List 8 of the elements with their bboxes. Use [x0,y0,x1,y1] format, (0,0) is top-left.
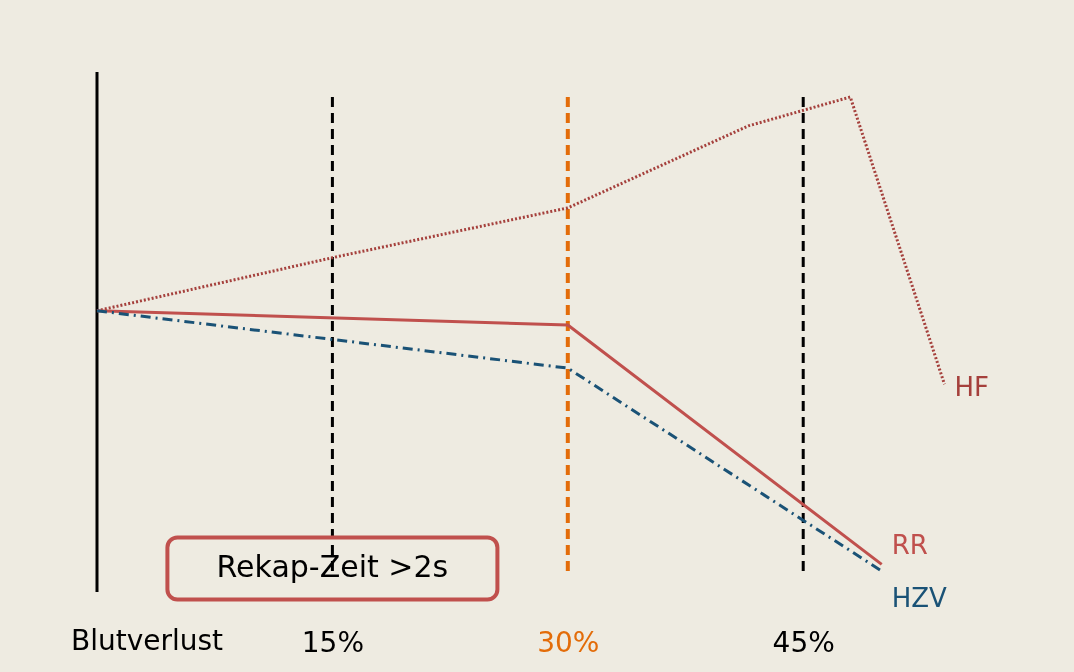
annotation: Rekap-Zeit >2s [216,549,449,585]
series-label: RR [891,530,928,561]
series-label: HZV [891,583,948,613]
x-tick-label: 45% [772,625,835,659]
x-tick-label: 15% [301,625,365,659]
x-axis-title: Blutverlust [70,624,224,657]
x-tick-label: 30% [537,625,600,659]
series-label: HF [954,372,989,403]
